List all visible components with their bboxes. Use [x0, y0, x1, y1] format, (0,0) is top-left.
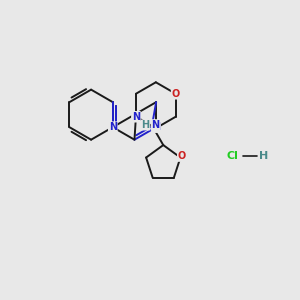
- Text: H: H: [259, 151, 268, 161]
- Text: Cl: Cl: [226, 151, 238, 161]
- Text: N: N: [109, 122, 117, 132]
- Text: O: O: [178, 151, 186, 161]
- Text: N: N: [152, 120, 160, 130]
- Text: N: N: [132, 112, 140, 122]
- Text: H: H: [142, 120, 150, 130]
- Text: O: O: [172, 89, 180, 99]
- Text: N: N: [152, 122, 160, 132]
